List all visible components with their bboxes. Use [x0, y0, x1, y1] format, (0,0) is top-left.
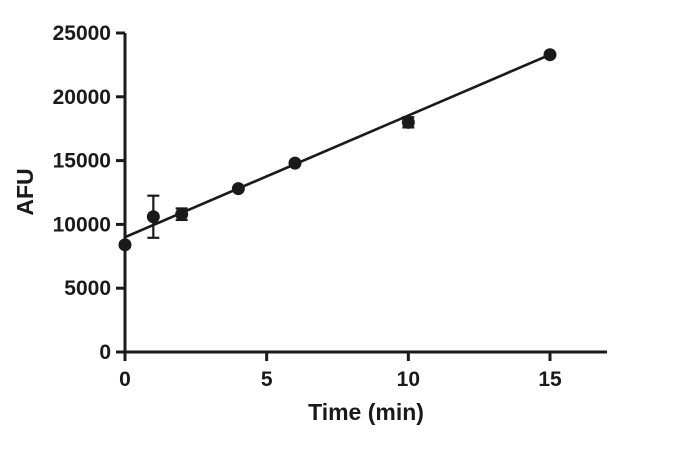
data-points-layer: [118, 48, 557, 252]
y-axis-title: AFU: [12, 168, 38, 215]
y-tick-label: 10000: [53, 213, 111, 236]
fit-line-layer: [124, 53, 551, 239]
data-point: [231, 182, 245, 196]
y-tick-label: 15000: [53, 150, 111, 173]
y-tick-label: 5000: [64, 277, 111, 300]
x-axis-title: Time (min): [308, 399, 424, 425]
x-tick-label: 10: [397, 368, 420, 391]
y-tick-label: 20000: [53, 86, 111, 109]
linear-fit-line: [124, 53, 551, 239]
data-point: [175, 207, 189, 221]
x-tick-label: 5: [261, 368, 273, 391]
data-point: [146, 210, 160, 224]
axes: [123, 33, 607, 354]
data-point: [401, 115, 415, 129]
x-tick-label: 0: [119, 368, 131, 391]
x-tick-label: 15: [538, 368, 562, 391]
ticks: 0 5000 10000 15000 20000 25000 0 5 10 15: [53, 22, 562, 391]
y-tick-label: 25000: [53, 22, 111, 45]
data-point: [543, 48, 557, 62]
y-tick-label: 0: [99, 341, 111, 364]
data-point: [118, 238, 132, 252]
data-point: [288, 156, 302, 170]
